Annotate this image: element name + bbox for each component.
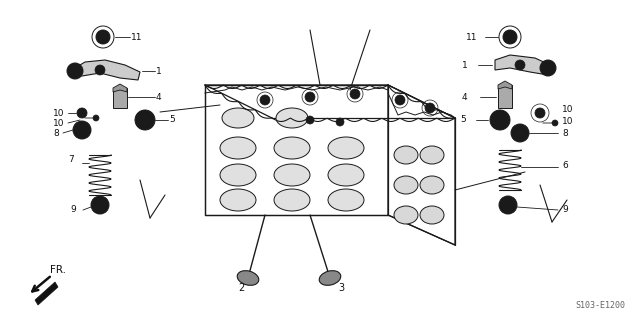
Polygon shape <box>388 85 455 245</box>
Text: 9: 9 <box>562 205 568 214</box>
Ellipse shape <box>220 189 256 211</box>
Circle shape <box>148 123 152 126</box>
Ellipse shape <box>420 206 444 224</box>
Ellipse shape <box>274 137 310 159</box>
Polygon shape <box>75 60 140 80</box>
Ellipse shape <box>220 137 256 159</box>
Circle shape <box>138 123 141 126</box>
Circle shape <box>350 89 360 99</box>
Text: 8: 8 <box>53 129 59 137</box>
Polygon shape <box>205 85 455 118</box>
Text: 10: 10 <box>562 117 573 127</box>
Circle shape <box>543 63 553 73</box>
Circle shape <box>506 33 514 41</box>
Text: FR.: FR. <box>50 265 66 275</box>
Text: 10: 10 <box>53 108 65 117</box>
Circle shape <box>148 114 152 116</box>
Text: 1: 1 <box>462 61 468 70</box>
Text: 6: 6 <box>562 160 568 169</box>
Circle shape <box>77 125 87 135</box>
Ellipse shape <box>237 271 259 285</box>
Text: S103-E1200: S103-E1200 <box>575 300 625 309</box>
Circle shape <box>499 196 517 214</box>
Circle shape <box>73 121 91 139</box>
Circle shape <box>96 30 110 44</box>
Polygon shape <box>498 81 512 89</box>
Polygon shape <box>113 84 127 92</box>
Polygon shape <box>205 85 388 215</box>
Polygon shape <box>495 55 550 75</box>
Ellipse shape <box>420 146 444 164</box>
Circle shape <box>93 115 99 121</box>
Circle shape <box>552 120 558 126</box>
Text: 10: 10 <box>53 118 65 128</box>
Circle shape <box>506 203 510 207</box>
Circle shape <box>515 128 525 138</box>
Text: 9: 9 <box>70 205 76 214</box>
Circle shape <box>260 95 270 105</box>
Text: 11: 11 <box>131 33 143 41</box>
Text: 8: 8 <box>562 129 568 137</box>
Circle shape <box>80 128 84 132</box>
Ellipse shape <box>274 189 310 211</box>
Circle shape <box>518 131 522 135</box>
Text: 10: 10 <box>562 106 573 115</box>
Polygon shape <box>113 88 127 108</box>
Ellipse shape <box>328 137 364 159</box>
Ellipse shape <box>220 164 256 186</box>
Circle shape <box>95 65 105 75</box>
Circle shape <box>395 95 405 105</box>
Ellipse shape <box>274 164 310 186</box>
Polygon shape <box>498 85 512 108</box>
Ellipse shape <box>420 176 444 194</box>
Ellipse shape <box>394 206 418 224</box>
Circle shape <box>98 203 102 207</box>
Circle shape <box>67 63 83 79</box>
Circle shape <box>515 60 525 70</box>
Ellipse shape <box>276 108 308 128</box>
Circle shape <box>150 118 154 122</box>
Circle shape <box>490 110 510 130</box>
Text: 11: 11 <box>466 33 477 41</box>
Text: 1: 1 <box>156 66 162 76</box>
Circle shape <box>425 103 435 113</box>
Circle shape <box>139 114 151 126</box>
Circle shape <box>503 30 517 44</box>
Circle shape <box>143 112 147 115</box>
Text: 4: 4 <box>462 93 468 101</box>
Circle shape <box>494 114 506 126</box>
Ellipse shape <box>222 108 254 128</box>
Circle shape <box>535 108 545 118</box>
Circle shape <box>136 118 140 122</box>
Ellipse shape <box>319 271 340 285</box>
Circle shape <box>91 196 109 214</box>
Text: 3: 3 <box>338 283 344 293</box>
Circle shape <box>306 116 314 124</box>
Ellipse shape <box>394 146 418 164</box>
Circle shape <box>99 33 107 41</box>
Circle shape <box>135 110 155 130</box>
Ellipse shape <box>328 164 364 186</box>
Text: 4: 4 <box>156 93 162 101</box>
Ellipse shape <box>328 189 364 211</box>
Circle shape <box>511 124 529 142</box>
Circle shape <box>95 200 105 210</box>
Ellipse shape <box>394 176 418 194</box>
Text: 2: 2 <box>238 283 244 293</box>
Circle shape <box>143 125 147 129</box>
Text: 7: 7 <box>68 155 74 165</box>
Circle shape <box>503 200 513 210</box>
Text: 5: 5 <box>460 115 466 124</box>
Circle shape <box>540 60 556 76</box>
Circle shape <box>70 66 80 76</box>
Text: 5: 5 <box>169 115 175 124</box>
Circle shape <box>305 92 315 102</box>
Circle shape <box>336 118 344 126</box>
Polygon shape <box>35 282 58 305</box>
Circle shape <box>138 114 141 116</box>
Circle shape <box>77 108 87 118</box>
